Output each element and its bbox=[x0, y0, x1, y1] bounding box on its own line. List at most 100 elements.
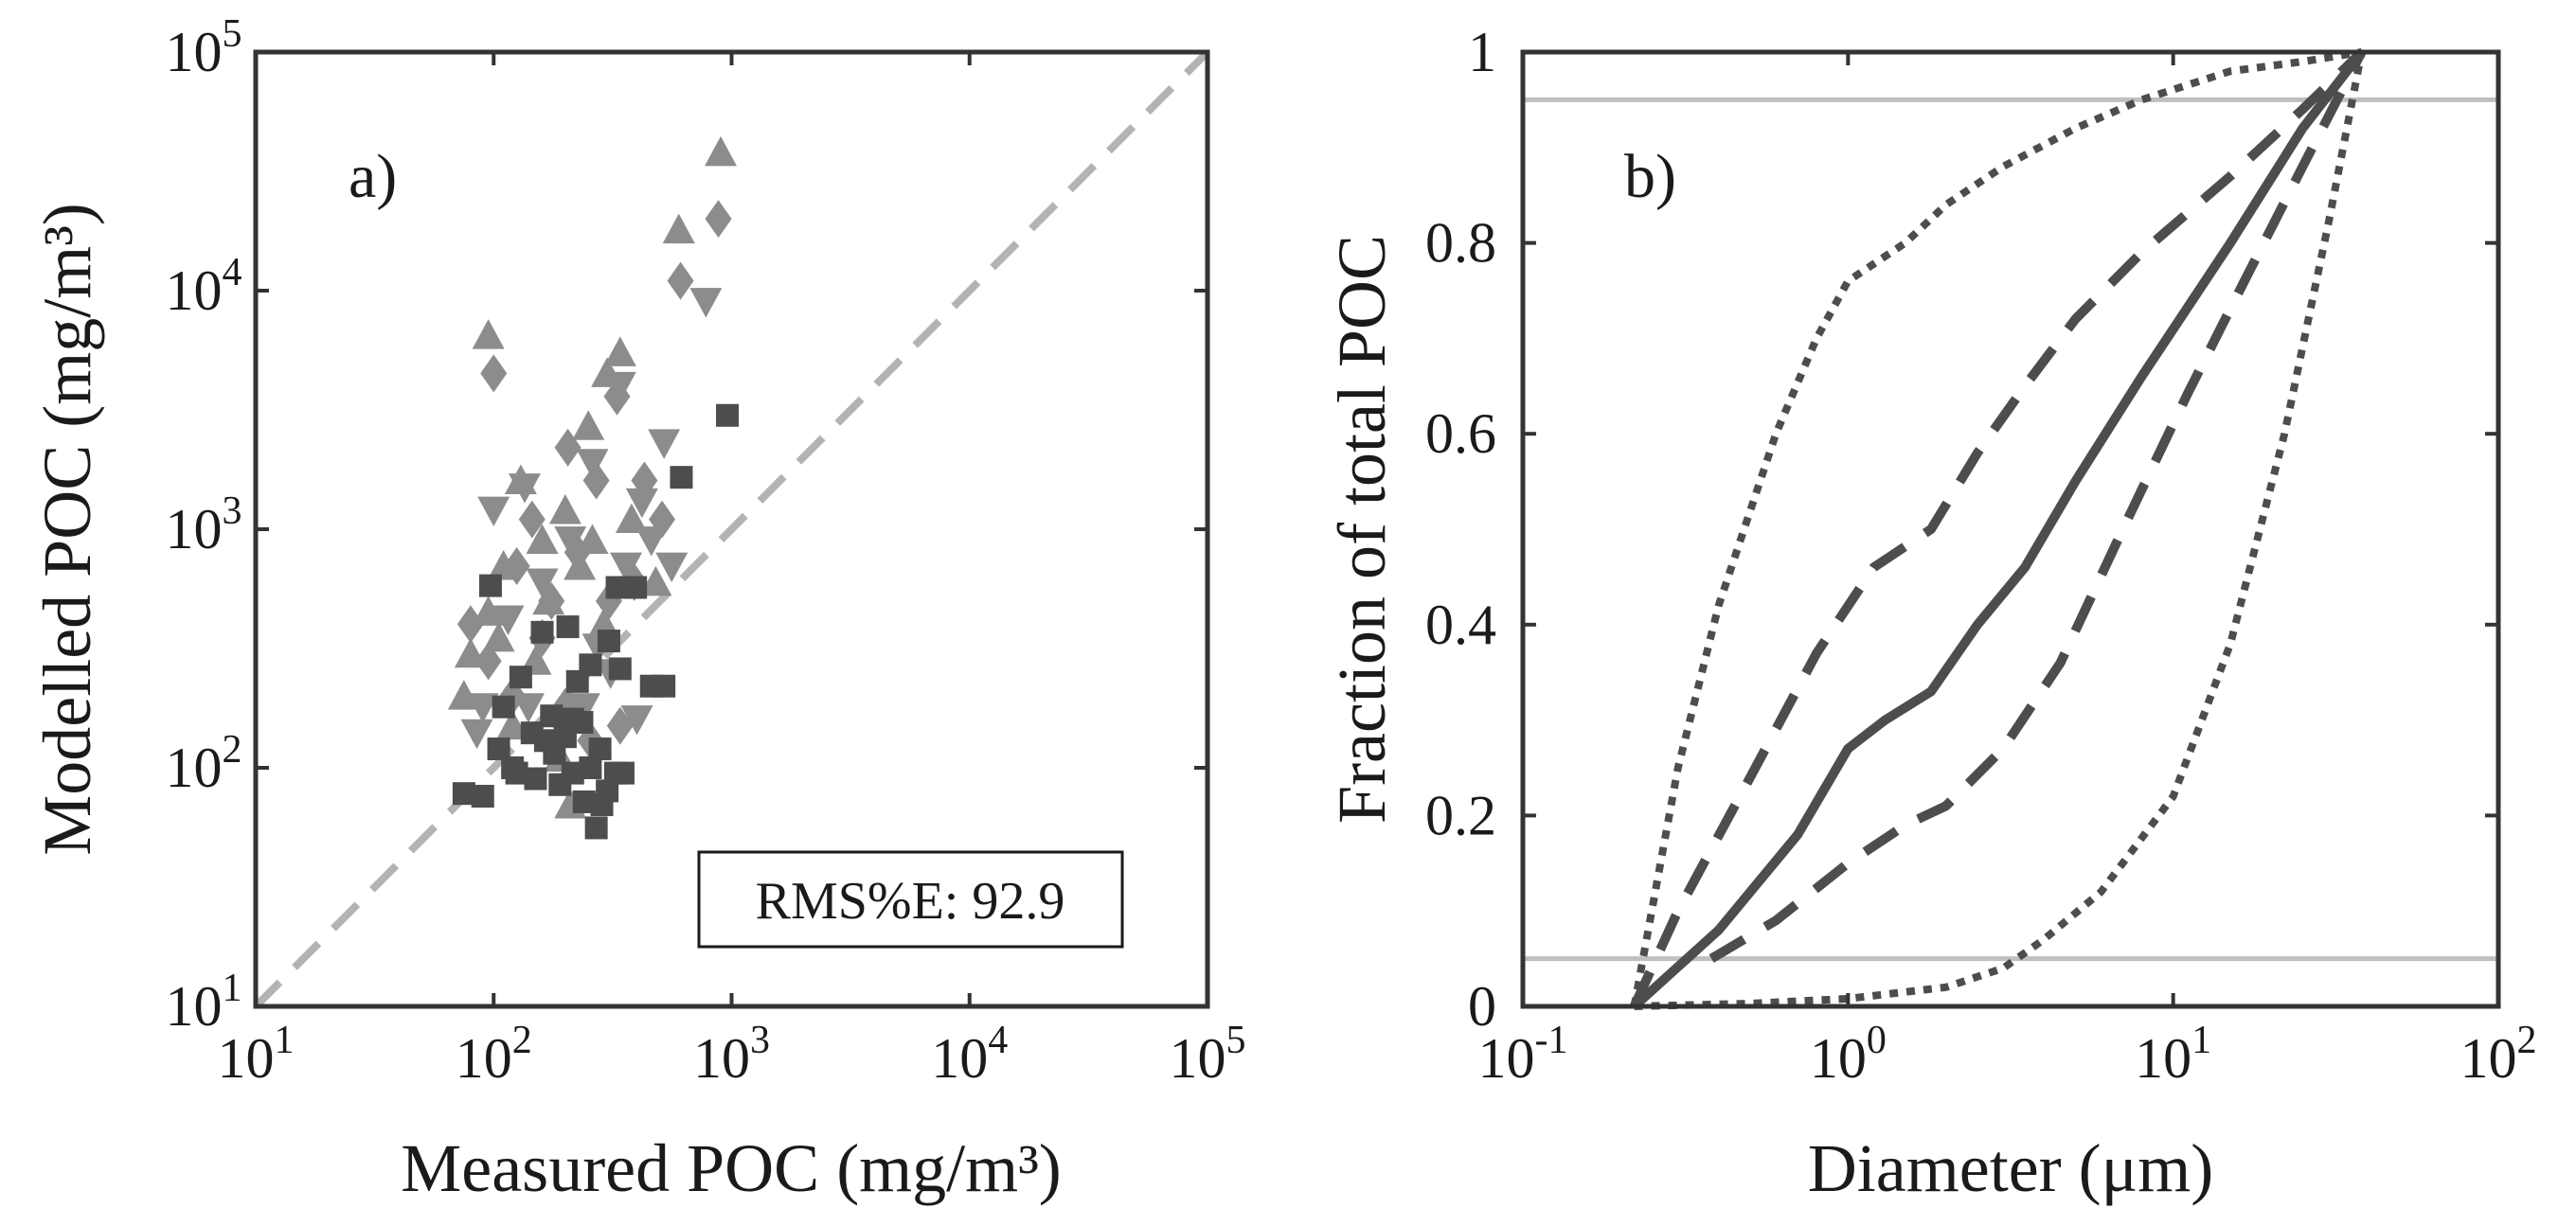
diamond-marker bbox=[603, 377, 631, 416]
triangle-up-marker bbox=[662, 213, 695, 244]
y-tick-label: 0.4 bbox=[1425, 594, 1496, 656]
square-marker bbox=[478, 574, 502, 597]
y-tick-label: 103 bbox=[166, 489, 242, 560]
square-marker bbox=[670, 466, 693, 489]
square-marker bbox=[572, 790, 596, 813]
x-tick-label-base: 10 bbox=[2460, 1027, 2517, 1090]
square-marker bbox=[597, 630, 620, 653]
triangle-down-marker bbox=[576, 449, 609, 479]
triangle-down-marker bbox=[567, 693, 600, 723]
x-tick-label-exponent: 4 bbox=[988, 1019, 1008, 1062]
triangle-down-marker bbox=[526, 568, 559, 598]
x-tick-label-exponent: -1 bbox=[1535, 1019, 1568, 1062]
y-tick-label: 0.2 bbox=[1425, 784, 1496, 846]
y-tick-label: 102 bbox=[166, 728, 242, 799]
y-tick-label-exponent: 4 bbox=[223, 251, 242, 294]
x-tick-label-exponent: 1 bbox=[275, 1019, 295, 1062]
square-marker bbox=[492, 695, 515, 719]
triangle-up-marker bbox=[472, 595, 505, 626]
diamond-marker bbox=[554, 428, 581, 467]
x-tick-label-base: 10 bbox=[218, 1027, 275, 1090]
x-tick-label-exponent: 0 bbox=[1867, 1019, 1887, 1062]
x-tick-label-base: 10 bbox=[693, 1027, 750, 1090]
x-tick-label-base: 10 bbox=[1810, 1027, 1867, 1090]
y-tick-label-exponent: 2 bbox=[223, 728, 242, 772]
triangle-down-marker bbox=[689, 288, 723, 318]
square-marker bbox=[570, 711, 594, 735]
x-tick-label: 103 bbox=[693, 1019, 770, 1090]
diamond-marker bbox=[456, 605, 484, 644]
square-marker bbox=[588, 737, 612, 761]
series-square bbox=[452, 403, 740, 840]
triangle-down-marker bbox=[655, 552, 689, 583]
y-tick-label-base: 10 bbox=[166, 737, 223, 799]
x-tick-label-exponent: 2 bbox=[512, 1019, 532, 1062]
triangle-up-marker bbox=[472, 319, 505, 349]
y-tick-label: 1 bbox=[1468, 21, 1496, 83]
triangle-down-marker bbox=[460, 719, 493, 750]
rms-error-text: RMS%E: 92.9 bbox=[756, 872, 1065, 931]
y-tick-label: 101 bbox=[166, 967, 242, 1038]
panel-a-reference-layer bbox=[253, 49, 1210, 1009]
square-marker bbox=[565, 669, 589, 693]
square-marker bbox=[509, 666, 532, 689]
y-tick-label-base: 10 bbox=[166, 498, 223, 560]
rms-annotation: RMS%E: 92.9 bbox=[697, 850, 1124, 949]
x-tick-label-base: 10 bbox=[1170, 1027, 1226, 1090]
square-marker bbox=[471, 785, 494, 808]
square-marker bbox=[611, 761, 635, 785]
diamond-marker bbox=[705, 200, 732, 239]
triangle-up-marker bbox=[615, 503, 648, 534]
triangle-down-marker bbox=[610, 552, 643, 583]
panel-b-y-axis-label: Fraction of total POC bbox=[1324, 235, 1400, 824]
triangle-down-marker bbox=[492, 605, 525, 635]
triangle-down-marker bbox=[466, 693, 499, 723]
diamond-marker bbox=[474, 642, 502, 681]
panel-a-y-axis-label: Modelled POC (mg/m³) bbox=[29, 203, 105, 856]
triangle-up-marker bbox=[496, 709, 529, 740]
square-marker bbox=[524, 767, 547, 791]
square-marker bbox=[624, 576, 648, 599]
y-tick-label-exponent: 1 bbox=[223, 967, 242, 1010]
square-marker bbox=[556, 615, 580, 639]
square-marker bbox=[530, 620, 554, 644]
line-inner-lower bbox=[1708, 49, 2367, 963]
x-tick-label: 10-1 bbox=[1478, 1019, 1568, 1090]
diamond-marker bbox=[606, 706, 634, 745]
triangle-up-marker bbox=[548, 494, 581, 524]
triangle-down-marker bbox=[477, 496, 510, 527]
y-tick-label: 104 bbox=[166, 251, 242, 322]
square-marker bbox=[584, 816, 608, 840]
annotation-box bbox=[697, 850, 1124, 949]
triangle-up-marker bbox=[705, 135, 738, 167]
square-marker bbox=[561, 761, 584, 785]
panel-b-x-axis-label: Diameter (μm) bbox=[1808, 1130, 2213, 1206]
square-marker bbox=[608, 657, 632, 681]
square-marker bbox=[716, 403, 740, 427]
x-tick-label-base: 10 bbox=[456, 1027, 512, 1090]
panel-a-data-points bbox=[447, 135, 740, 840]
x-tick-label-exponent: 1 bbox=[2191, 1019, 2211, 1062]
triangle-down-marker bbox=[554, 526, 587, 557]
series-triangle-down bbox=[460, 288, 723, 750]
y-tick-label-base: 10 bbox=[166, 259, 223, 322]
square-marker bbox=[639, 674, 663, 698]
line-median bbox=[1631, 48, 2366, 1010]
triangle-up-marker bbox=[639, 565, 672, 596]
diamond-marker bbox=[564, 533, 591, 572]
triangle-up-marker bbox=[482, 621, 515, 652]
diamond-marker bbox=[503, 547, 530, 586]
x-tick-label: 104 bbox=[931, 1019, 1008, 1090]
triangle-up-marker bbox=[603, 336, 636, 366]
panel-b-percentile-lines bbox=[1523, 97, 2498, 962]
x-tick-label: 102 bbox=[456, 1019, 532, 1090]
x-tick-label-exponent: 5 bbox=[1226, 1019, 1246, 1062]
diamond-marker bbox=[538, 581, 565, 620]
y-tick-label: 0.6 bbox=[1425, 402, 1496, 465]
y-tick-label: 0.8 bbox=[1425, 212, 1496, 275]
x-tick-label: 105 bbox=[1170, 1019, 1246, 1090]
